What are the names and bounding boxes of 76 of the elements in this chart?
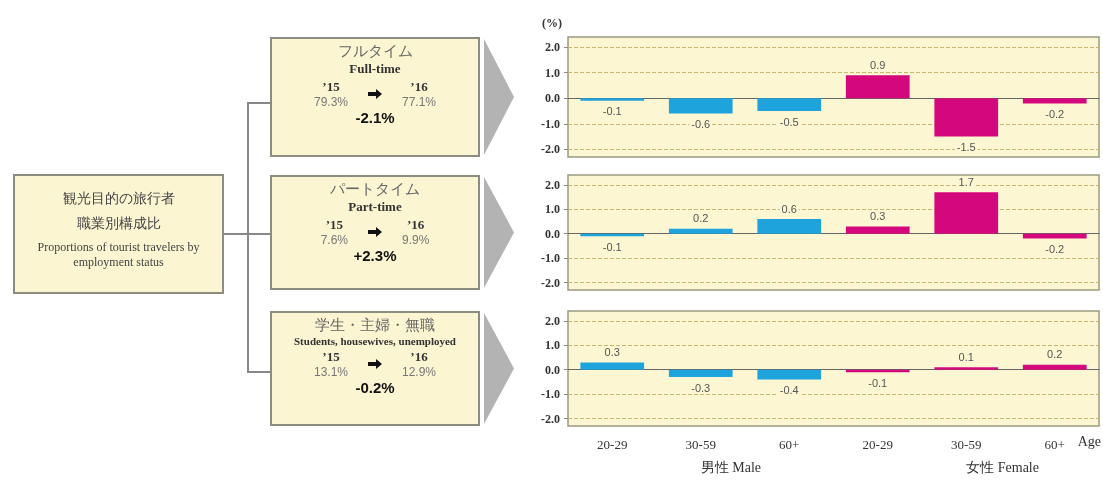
x-axis-title: Age [1077, 433, 1101, 449]
text: ’16 [409, 79, 429, 95]
bar [934, 367, 999, 370]
text: Part-time [347, 199, 403, 215]
x-tick-label: 30-59 [951, 437, 982, 452]
text: Proportions of tourist travelers by employment status [36, 240, 201, 270]
y-tick-label: 1.0 [545, 65, 560, 80]
y-tick-label: -1.0 [541, 116, 560, 131]
text: 12.9% [402, 365, 437, 379]
x-tick-label: 20-29 [597, 437, 628, 452]
y-tick-label: 1.0 [545, 338, 560, 353]
y-tick-label: -2.0 [541, 275, 560, 290]
text: 7.6% [320, 233, 348, 247]
bar [1022, 364, 1087, 370]
bar [1022, 233, 1087, 239]
text: 13.1% [313, 365, 348, 379]
text: ’15 [321, 349, 341, 365]
text: ’15 [321, 79, 341, 95]
y-axis-title: (%) [542, 16, 562, 30]
data-label: -0.1 [602, 105, 622, 118]
data-label: -0.4 [779, 384, 799, 397]
text: ’16 [409, 349, 429, 365]
y-tick-label: 2.0 [545, 177, 560, 192]
y-tick-label: -1.0 [541, 251, 560, 266]
data-label: -0.5 [779, 115, 799, 128]
data-label: 0.2 [693, 212, 709, 225]
data-label: -1.5 [956, 141, 976, 154]
bar [757, 369, 822, 380]
text: パートタイム [329, 180, 421, 199]
x-tick-label: 60+ [1044, 437, 1065, 452]
data-label: 0.1 [958, 350, 974, 363]
text: フルタイム [336, 42, 414, 61]
data-label: 1.7 [958, 175, 974, 188]
text: 9.9% [402, 233, 430, 247]
y-tick-label: 0.0 [545, 362, 560, 377]
bar [757, 219, 822, 234]
x-tick-label: 60+ [779, 437, 800, 452]
data-label: -0.1 [868, 376, 888, 389]
y-tick-label: 2.0 [545, 40, 560, 55]
data-label: -0.2 [1045, 107, 1065, 120]
text: -0.2% [354, 379, 396, 396]
text: 観光目的の旅行者職業別構成比 [61, 189, 176, 233]
bar [845, 226, 910, 234]
data-label: -0.6 [691, 118, 711, 131]
bar [668, 369, 733, 378]
data-label: 0.9 [870, 58, 886, 71]
data-label: 0.6 [781, 202, 797, 215]
bar [580, 362, 645, 370]
data-label: -0.2 [1045, 243, 1065, 256]
y-tick-label: -1.0 [541, 387, 560, 402]
text: 77.1% [402, 95, 437, 109]
text: ’15 [324, 217, 344, 233]
y-tick-label: -2.0 [541, 142, 560, 157]
text: Students, housewives, unemployed [293, 335, 457, 347]
text: 79.3% [313, 95, 348, 109]
text: ’16 [406, 217, 426, 233]
y-tick-label: 0.0 [545, 226, 560, 241]
data-label: -0.3 [691, 381, 711, 394]
bar [668, 228, 733, 234]
bar [934, 192, 999, 234]
text: +2.3% [352, 247, 398, 264]
data-label: 0.2 [1047, 348, 1063, 361]
text: 学生・主婦・無職 [314, 316, 436, 335]
text: Full-time [348, 61, 402, 77]
data-label: 0.3 [870, 209, 886, 222]
data-label: -0.1 [602, 240, 622, 253]
y-tick-label: 1.0 [545, 202, 560, 217]
x-tick-label: 30-59 [685, 437, 716, 452]
data-label: 0.3 [604, 345, 620, 358]
y-tick-label: 2.0 [545, 313, 560, 328]
x-tick-label: 20-29 [862, 437, 893, 452]
text: 女性 Female [966, 459, 1039, 475]
text: 男性 Male [700, 459, 762, 475]
y-tick-label: 0.0 [545, 91, 560, 106]
y-tick-label: -2.0 [541, 411, 560, 426]
text: -2.1% [354, 109, 396, 126]
